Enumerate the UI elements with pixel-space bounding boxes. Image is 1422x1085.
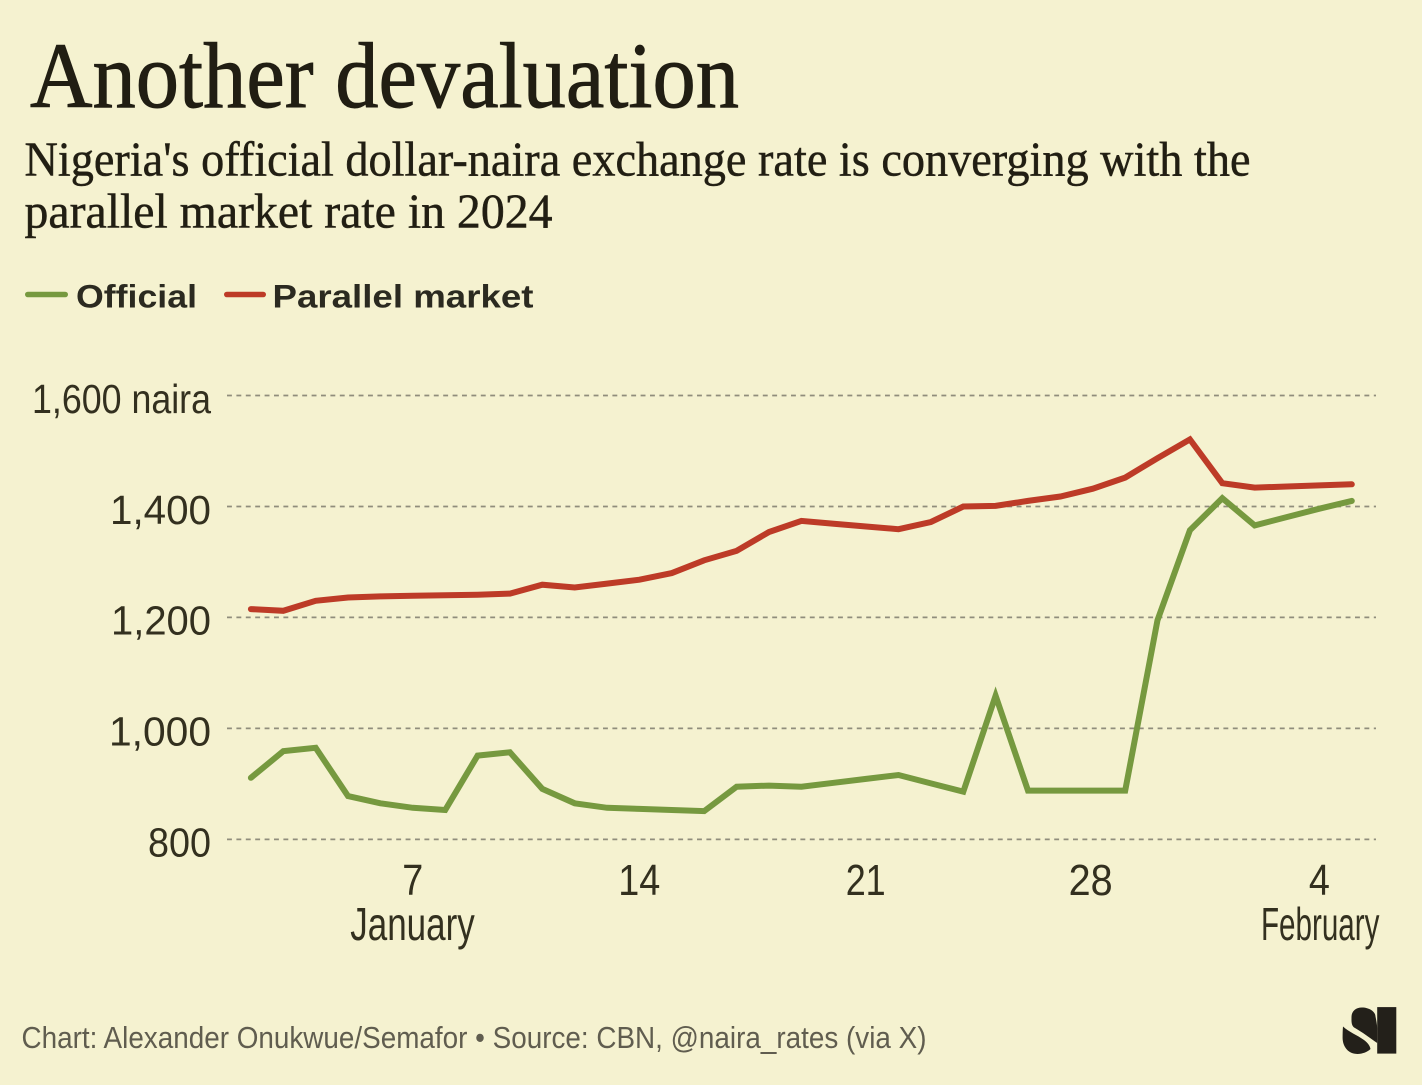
svg-text:Another devaluation: Another devaluation bbox=[30, 25, 739, 128]
svg-text:Chart: Alexander Onukwue/Semaf: Chart: Alexander Onukwue/Semafor • Sourc… bbox=[22, 1020, 927, 1055]
svg-text:parallel market rate in 2024: parallel market rate in 2024 bbox=[25, 184, 553, 239]
svg-text:21: 21 bbox=[846, 857, 886, 905]
svg-text:7: 7 bbox=[402, 857, 423, 905]
svg-text:Official: Official bbox=[76, 279, 197, 315]
svg-text:1,000: 1,000 bbox=[109, 709, 211, 755]
svg-text:1,200: 1,200 bbox=[111, 598, 211, 644]
svg-text:January: January bbox=[350, 898, 475, 950]
svg-text:February: February bbox=[1261, 898, 1380, 950]
svg-text:800: 800 bbox=[148, 820, 211, 866]
svg-text:1,400: 1,400 bbox=[110, 487, 211, 533]
svg-text:1,600 naira: 1,600 naira bbox=[32, 376, 211, 422]
svg-text:4: 4 bbox=[1309, 857, 1330, 905]
svg-text:Parallel market: Parallel market bbox=[273, 279, 534, 315]
svg-text:Nigeria's official dollar-nair: Nigeria's official dollar-naira exchange… bbox=[25, 132, 1251, 187]
svg-text:28: 28 bbox=[1069, 857, 1113, 905]
svg-text:14: 14 bbox=[618, 857, 660, 905]
